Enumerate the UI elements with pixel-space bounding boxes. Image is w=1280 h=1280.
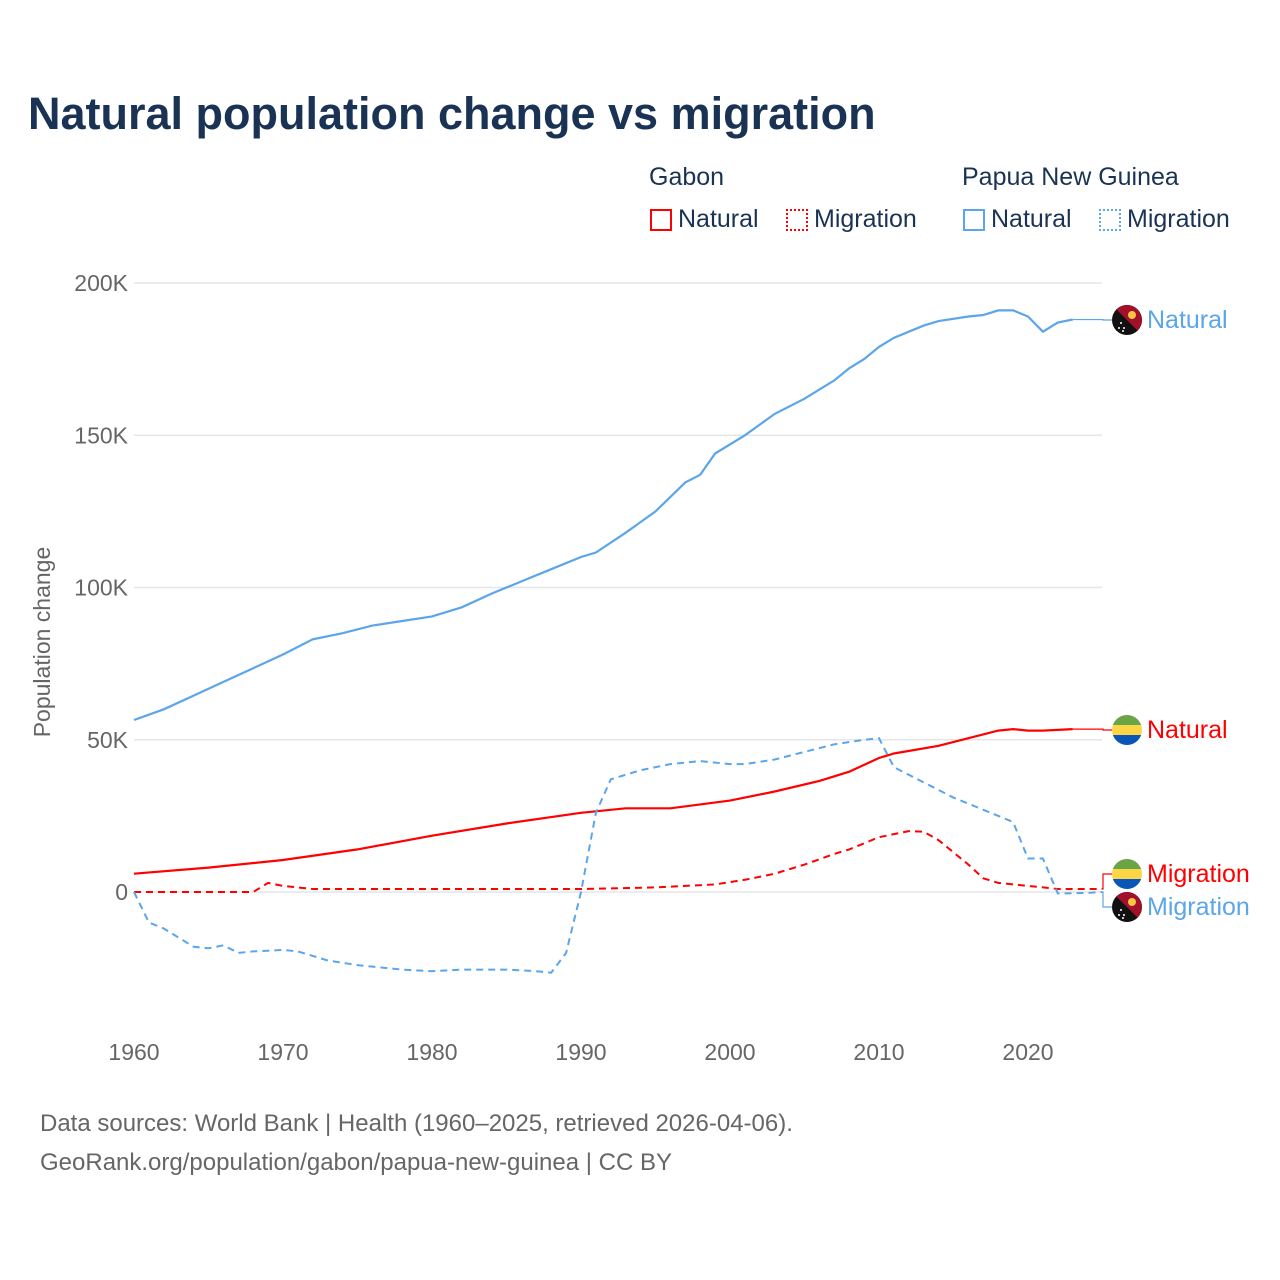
flag-bird: [1128, 311, 1136, 319]
end-label: Migration: [1147, 893, 1250, 921]
y-tick-label: 50K: [87, 727, 129, 753]
y-tick-label: 0: [115, 879, 128, 905]
flag-body: [1112, 892, 1142, 922]
x-tick-label: 2000: [704, 1039, 755, 1065]
flag-stripe-yellow: [1112, 869, 1142, 879]
legend-swatch-dotted: [1099, 208, 1121, 231]
x-tick-label: 2020: [1002, 1039, 1053, 1065]
y-tick-label: 200K: [74, 270, 128, 296]
gabon-flag-icon: [1112, 715, 1142, 745]
legend-label: Natural: [678, 205, 759, 233]
x-tick-label: 1970: [257, 1039, 308, 1065]
flag-body: [1112, 715, 1142, 745]
series-line-papua-new-guinea-natural: [133, 309, 1073, 722]
x-tick-label: 1990: [555, 1039, 606, 1065]
chart-title: Natural population change vs migration: [28, 88, 876, 139]
legend-item-png-natural[interactable]: Natural: [963, 205, 1072, 234]
legend-swatch-dotted: [786, 208, 808, 231]
x-tick-label: 1960: [108, 1039, 159, 1065]
y-tick-label: 100K: [74, 575, 128, 601]
x-tick-label: 1980: [406, 1039, 457, 1065]
flag-stripe-blue: [1112, 879, 1142, 889]
source-text: Data sources: World Bank | Health (1960–…: [40, 1110, 793, 1137]
flag-bird: [1128, 898, 1136, 906]
flag-stripe-green: [1112, 859, 1142, 869]
flag-star: [1123, 914, 1125, 916]
flag-star: [1118, 327, 1120, 329]
series-line-gabon-migration: [134, 830, 1103, 893]
legend-label: Natural: [991, 205, 1072, 233]
flag-stripe-blue: [1112, 735, 1142, 745]
series-line-gabon-natural: [133, 727, 1073, 875]
png-flag-icon: [1112, 305, 1142, 335]
gabon-flag-icon: [1112, 859, 1142, 889]
flag-star: [1118, 914, 1120, 916]
flag-star: [1123, 327, 1125, 329]
legend-item-gabon-migration[interactable]: Migration: [786, 205, 917, 234]
legend-item-png-migration[interactable]: Migration: [1099, 205, 1230, 234]
legend-swatch-solid: [963, 208, 985, 231]
end-label-connector: [1102, 891, 1112, 908]
png-flag-icon: [1112, 892, 1142, 922]
legend-item-gabon-natural[interactable]: Natural: [650, 205, 759, 234]
flag-star: [1122, 330, 1124, 332]
source-url[interactable]: GeoRank.org/population/gabon/papua-new-g…: [40, 1149, 672, 1176]
end-label: Natural: [1147, 306, 1228, 334]
end-label-connector: [1102, 873, 1112, 890]
y-axis-label: Population change: [29, 547, 55, 738]
x-tick-label: 2010: [853, 1039, 904, 1065]
y-tick-label: 150K: [74, 422, 128, 448]
legend-group-gabon: Gabon: [649, 163, 725, 191]
flag-star: [1120, 909, 1122, 911]
legend-label: Migration: [1127, 205, 1230, 233]
series-line-papua-new-guinea-migration: [133, 737, 1103, 974]
end-label: Migration: [1147, 860, 1250, 888]
flag-body: [1112, 859, 1142, 889]
end-label: Natural: [1147, 716, 1228, 744]
flag-star: [1120, 322, 1122, 324]
end-label-connector: [1072, 728, 1112, 731]
flag-body: [1112, 305, 1142, 335]
flag-star: [1122, 917, 1124, 919]
flag-stripe-yellow: [1112, 725, 1142, 735]
legend-label: Migration: [814, 205, 917, 233]
legend-swatch-solid: [650, 208, 672, 231]
legend-group-png: Papua New Guinea: [962, 163, 1179, 191]
flag-stripe-green: [1112, 715, 1142, 725]
